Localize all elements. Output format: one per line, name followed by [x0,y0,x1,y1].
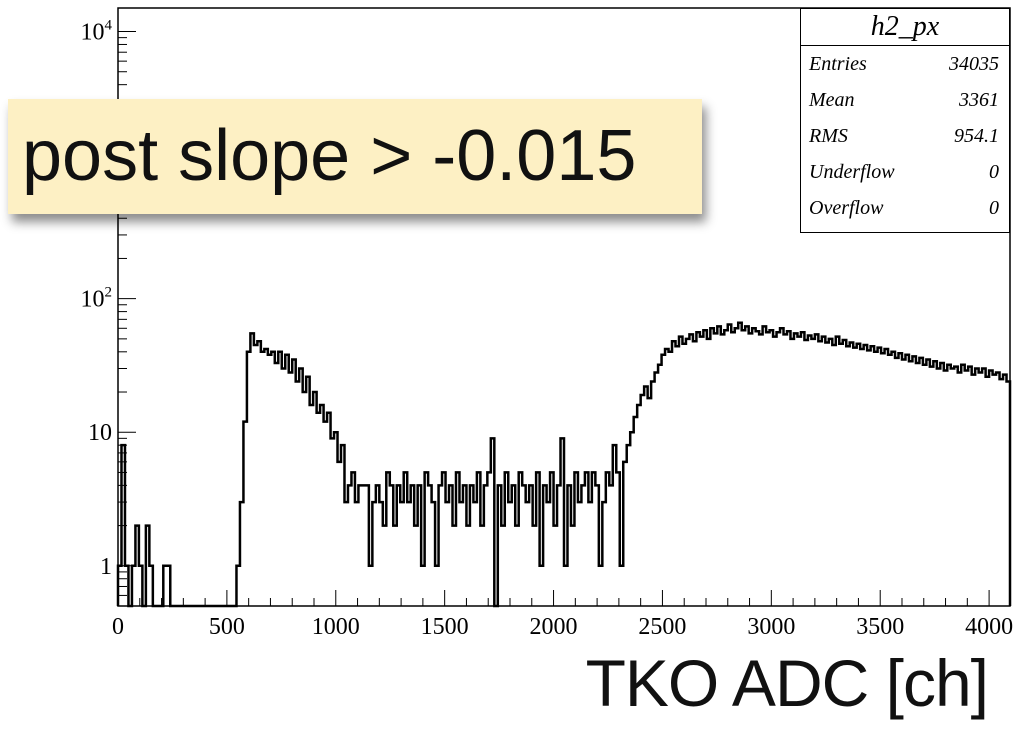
x-tick-label: 1500 [421,614,469,640]
x-tick-label: 1000 [312,614,360,640]
stats-label: Mean [809,89,855,111]
stats-value: 954.1 [954,125,999,147]
cut-annotation-banner: post slope > -0.015 [8,99,702,214]
y-tick-label: 104 [81,18,113,46]
stats-box: h2_px Entries 34035 Mean 3361 RMS 954.1 … [800,8,1010,233]
stats-value: 3361 [959,89,999,111]
cut-annotation-text: post slope > -0.015 [22,116,637,196]
stats-value: 0 [989,161,999,183]
x-tick-label: 2500 [638,614,686,640]
stats-value: 34035 [949,53,999,75]
stats-value: 0 [989,197,999,219]
x-axis-label: TKO ADC [ch] [585,646,989,720]
y-tick-label: 10 [88,420,112,446]
stats-title: h2_px [801,9,1009,46]
stats-row-overflow: Overflow 0 [801,190,1009,226]
y-tick-label: 102 [81,285,113,313]
stats-row-rms: RMS 954.1 [801,118,1009,154]
x-tick-label: 500 [209,614,245,640]
plot-frame [117,7,1011,607]
stats-row-underflow: Underflow 0 [801,154,1009,190]
stats-row-entries: Entries 34035 [801,46,1009,82]
stats-row-mean: Mean 3361 [801,82,1009,118]
stats-label: Underflow [809,161,895,183]
histogram-series-line [116,321,1012,608]
stats-label: RMS [809,125,848,147]
x-tick-label: 0 [112,614,124,640]
x-tick-label: 3500 [856,614,904,640]
x-tick-label: 3000 [747,614,795,640]
stats-label: Entries [809,53,867,75]
x-tick-label: 4000 [965,614,1013,640]
x-tick-label: 2000 [530,614,578,640]
stats-label: Overflow [809,197,884,219]
y-tick-label: 1 [100,554,112,580]
